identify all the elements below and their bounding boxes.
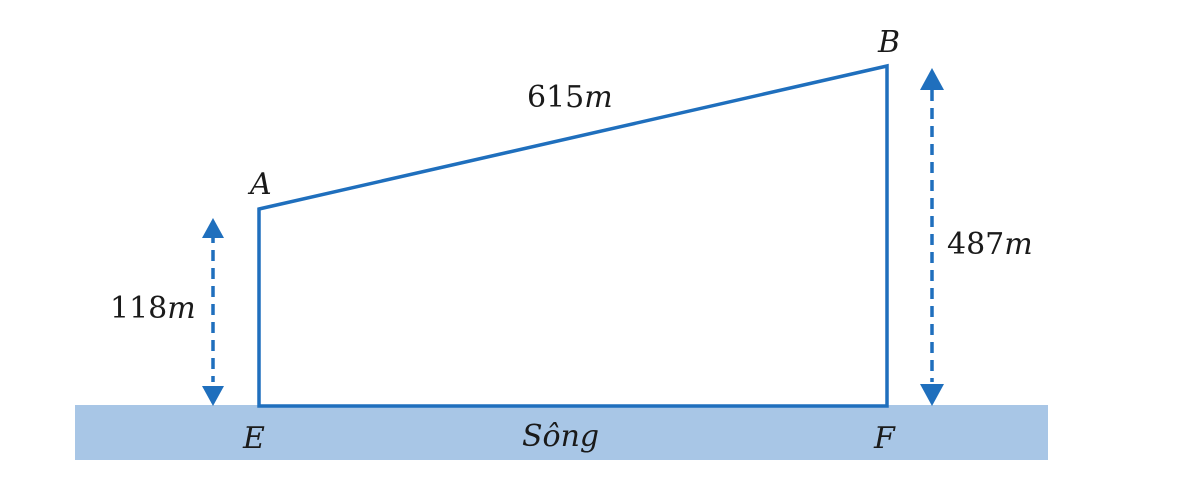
length-label-ab: 615m <box>527 80 613 115</box>
arrow-head-down-icon <box>920 384 944 406</box>
height-unit-bf: m <box>1004 227 1032 262</box>
arrow-head-up-icon <box>920 68 944 90</box>
length-unit-ab: m <box>584 80 612 115</box>
point-label-a: A <box>247 167 272 202</box>
height-label-bf: 487m <box>947 227 1033 262</box>
arrow-head-up-icon <box>202 218 224 238</box>
height-arrow-left <box>202 218 224 406</box>
point-label-f: F <box>873 421 896 456</box>
height-label-ae: 118m <box>110 291 196 326</box>
arrow-head-down-icon <box>202 386 224 406</box>
river-label: Sông <box>522 419 599 454</box>
plot-outline <box>257 63 889 408</box>
height-arrow-right <box>920 68 944 406</box>
height-value-bf: 487 <box>947 227 1004 262</box>
height-unit-ae: m <box>167 291 195 326</box>
length-value-ab: 615 <box>527 80 584 115</box>
height-value-ae: 118 <box>110 291 167 326</box>
point-label-e: E <box>242 421 265 456</box>
point-label-b: B <box>877 25 900 60</box>
river-band <box>75 405 1048 460</box>
